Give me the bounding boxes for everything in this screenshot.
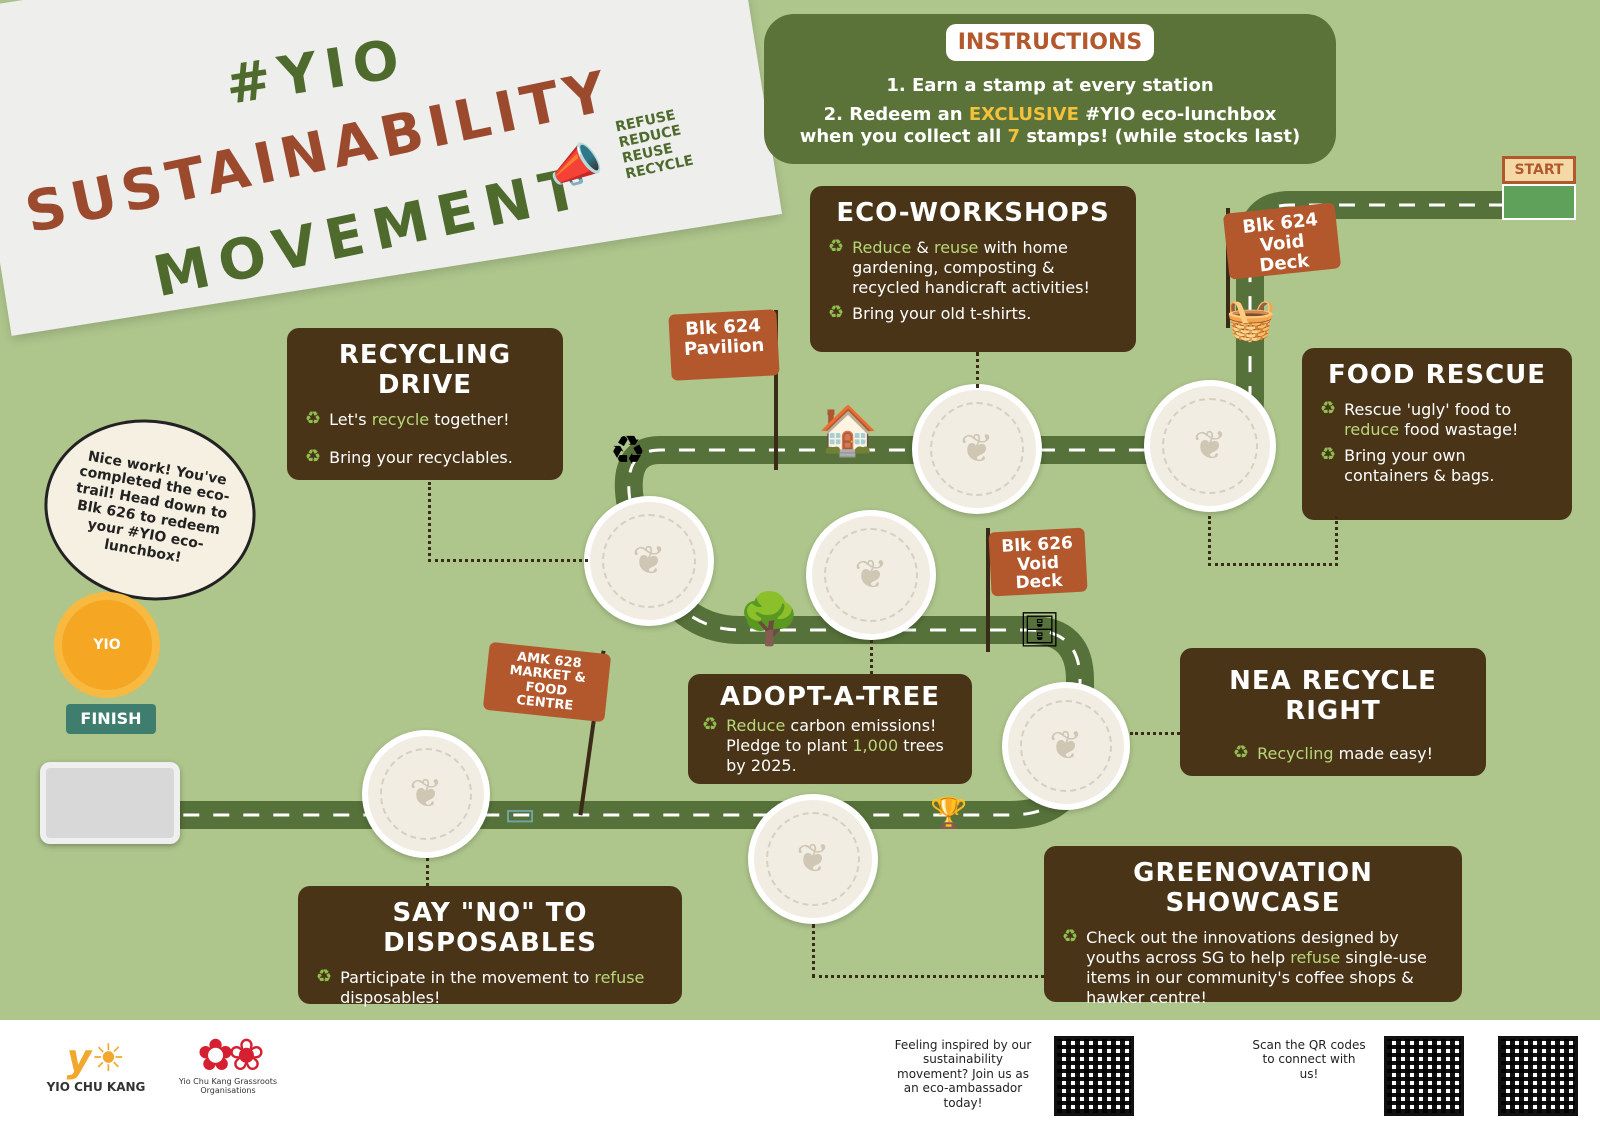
- connector: [1208, 516, 1338, 566]
- adopt-a-tree-line-1: ♻ Reduce carbon emissions! Pledge to plan…: [702, 714, 944, 776]
- finish-label: FINISH: [66, 704, 156, 734]
- gro-logo: ✿❀ Yio Chu Kang Grassroots Organisations: [168, 1034, 288, 1096]
- footer: y☀ YIO CHU KANG ✿❀ Yio Chu Kang Grassroo…: [0, 1020, 1600, 1131]
- yck-logo-text: YIO CHU KANG: [46, 1080, 146, 1094]
- market-stall-icon: 🧺: [1226, 297, 1276, 343]
- connector: [870, 640, 873, 674]
- recycle-icon: ♻: [1062, 926, 1079, 947]
- lunchbox-icon: ▭: [504, 794, 537, 834]
- sun-icon: y☀: [66, 1036, 126, 1080]
- station-food-rescue: FOOD RESCUE ♻ Rescue 'ugly' food to reduc…: [1302, 348, 1572, 520]
- tree-icon: ❦: [929, 401, 1025, 497]
- recycle-icon: ♻: [316, 966, 333, 987]
- station-greenovation-showcase: GREENOVATION SHOWCASE ♻ Check out the inn…: [1044, 846, 1462, 1007]
- scan-text: Scan the QR codes to connect with us!: [1252, 1038, 1366, 1081]
- greenovation-line-1: ♻ Check out the innovations designed by y…: [1062, 926, 1427, 1008]
- instruction-step-2: 2. Redeem an EXCLUSIVE #YIO eco-lunchbox…: [799, 104, 1301, 147]
- mascot-label: YIO: [93, 637, 121, 653]
- gro-emblem-icon: ✿❀: [197, 1030, 265, 1081]
- tree-icon: ❦: [823, 527, 919, 623]
- eco-workshops-line-1: ♻ Reduce & reuse with home gardening, com…: [828, 236, 1090, 298]
- station-nea-recycle-right: NEA RECYCLE RIGHT ♻ Recycling made easy!: [1180, 648, 1486, 776]
- megaphone-icon: 📣: [543, 135, 608, 198]
- recycle-icon: ♻: [828, 302, 845, 323]
- stamp-slot-3: ❦: [584, 496, 714, 626]
- stamp-slot-5: ❦: [1002, 682, 1130, 810]
- eco-workshops-line-2: ♻ Bring your old t-shirts.: [828, 302, 1032, 324]
- yck-logo: y☀ YIO CHU KANG: [46, 1036, 146, 1094]
- instruction-step-1: 1. Earn a stamp at every station: [886, 75, 1214, 96]
- nea-line-1: ♻ Recycling made easy!: [1232, 742, 1434, 764]
- station-recycling-drive: RECYCLING DRIVE ♻ Let's recycle together!…: [287, 328, 563, 480]
- connector: [426, 858, 429, 886]
- trail-map: #YIO SUSTAINABILITY MOVEMENT REFUSE REDU…: [0, 0, 1576, 1007]
- tree-icon: ❦: [601, 513, 697, 609]
- disposables-line-1: ♻ Participate in the movement to refuse d…: [316, 966, 645, 1008]
- trophy-icon: 🏆: [930, 796, 968, 831]
- flag-pole: [986, 528, 990, 652]
- food-rescue-heading: FOOD RESCUE: [1327, 360, 1547, 390]
- station-say-no-to-disposables: SAY "NO" TO DISPOSABLES ♻ Participate in …: [298, 886, 682, 1007]
- recycle-icon: ♻: [1232, 742, 1250, 763]
- greenovation-heading: GREENOVATION SHOWCASE: [1133, 858, 1373, 918]
- flag-blk-626-void-deck: Blk 626 Void Deck: [988, 527, 1088, 597]
- start-lanes: [1502, 184, 1576, 220]
- recycling-bin-icon: ♻: [610, 428, 646, 474]
- ambassador-text: Feeling inspired by our sustainability m…: [894, 1038, 1032, 1110]
- connector: [428, 482, 588, 562]
- house-icon: 🏠: [818, 403, 878, 459]
- stamp-slot-2: ❦: [912, 384, 1042, 514]
- station-eco-workshops: ECO-WORKSHOPS ♻ Reduce & reuse with home …: [810, 186, 1136, 352]
- eco-lunchbox: [40, 762, 180, 844]
- connector: [812, 924, 1044, 978]
- start-label: START: [1502, 156, 1576, 184]
- vending-machine-icon: 🗄: [1018, 610, 1062, 650]
- tree-icon: ❦: [379, 747, 473, 841]
- connector: [976, 352, 979, 388]
- recycle-icon: ♻: [305, 408, 322, 429]
- recycling-drive-line-2: ♻ Bring your recyclables.: [305, 446, 513, 468]
- recycling-drive-heading: RECYCLING DRIVE: [338, 340, 512, 400]
- mascot-sun: YIO: [62, 600, 152, 690]
- recycle-icon: ♻: [702, 714, 719, 735]
- flag-blk-624-pavilion: Blk 624 Pavilion: [668, 309, 780, 381]
- instructions-panel: INSTRUCTIONS 1. Earn a stamp at every st…: [764, 14, 1336, 164]
- disposables-heading: SAY "NO" TO DISPOSABLES: [383, 898, 597, 958]
- qr-code-whatsapp[interactable]: [1498, 1036, 1578, 1116]
- stamp-slot-4: ❦: [806, 510, 936, 640]
- start-gate: START: [1502, 156, 1576, 228]
- tree-icon: ❦: [1019, 699, 1113, 793]
- flag-pole: [774, 310, 778, 470]
- food-rescue-line-2: ♻ Bring your own containers & bags.: [1320, 444, 1495, 486]
- eco-workshops-heading: ECO-WORKSHOPS: [836, 198, 1110, 228]
- flag-blk-624-void-deck: Blk 624 Void Deck: [1222, 202, 1342, 280]
- gro-logo-text: Yio Chu Kang Grassroots Organisations: [178, 1077, 278, 1095]
- recycle-icon: ♻: [305, 446, 322, 467]
- adopt-a-tree-heading: ADOPT-A-TREE: [720, 682, 940, 712]
- station-adopt-a-tree: ADOPT-A-TREE ♻ Reduce carbon emissions! P…: [688, 674, 972, 784]
- qr-code-facebook[interactable]: [1384, 1036, 1464, 1116]
- recycle-icon: ♻: [828, 236, 845, 257]
- nea-heading: NEA RECYCLE RIGHT: [1229, 666, 1437, 726]
- connector: [1130, 732, 1180, 735]
- stamp-slot-6: ❦: [362, 730, 490, 858]
- recycle-icon: ♻: [1320, 444, 1337, 465]
- stamp-slot-1: ❦: [1144, 380, 1276, 512]
- stamp-slot-7: ❦: [748, 794, 878, 924]
- tree-icon: ❦: [765, 811, 861, 907]
- food-rescue-line-1: ♻ Rescue 'ugly' food to reduce food wasta…: [1320, 398, 1519, 440]
- recycling-drive-line-1: ♻ Let's recycle together!: [305, 408, 510, 430]
- tree-icon: 🌳: [738, 590, 801, 648]
- recycle-icon: ♻: [1320, 398, 1337, 419]
- instructions-heading: INSTRUCTIONS: [945, 24, 1155, 61]
- tree-icon: ❦: [1162, 398, 1258, 494]
- qr-code-ambassador[interactable]: [1054, 1036, 1134, 1116]
- flag-amk-628: AMK 628 MARKET & FOOD CENTRE: [482, 641, 612, 723]
